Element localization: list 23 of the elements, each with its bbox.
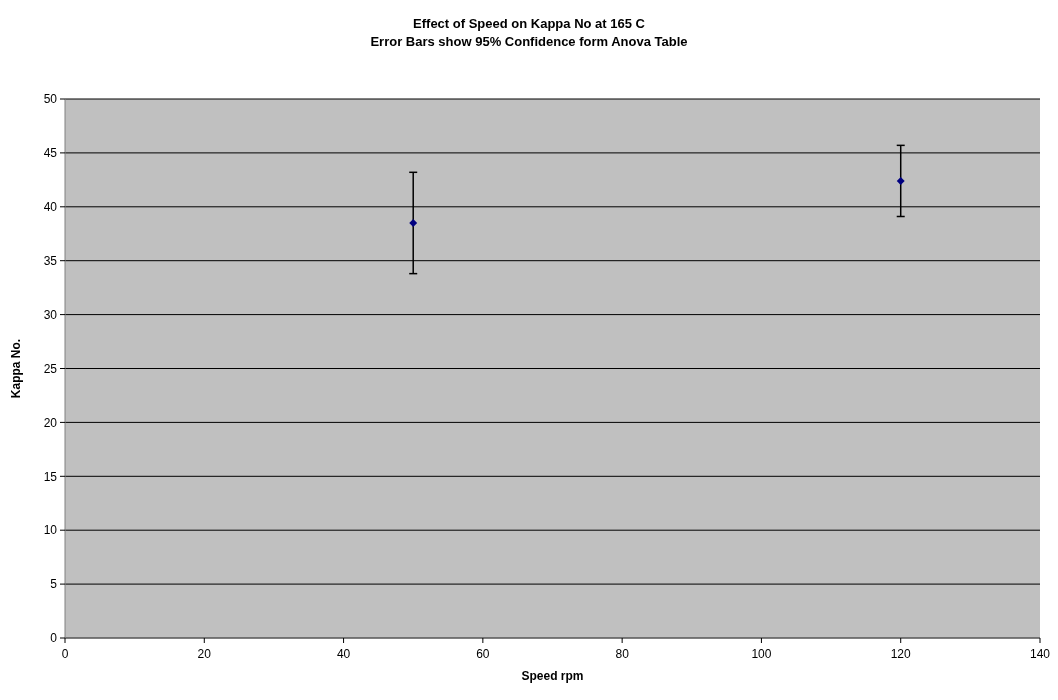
y-tick-label: 20 — [43, 415, 58, 430]
y-tick-label: 10 — [43, 523, 58, 538]
y-tick-label: 25 — [43, 361, 58, 376]
chart-subtitle: Error Bars show 95% Confidence form Anova Table — [370, 34, 688, 49]
x-tick-label: 120 — [890, 647, 912, 661]
x-tick-label: 40 — [336, 647, 351, 661]
x-tick-label: 20 — [197, 647, 212, 661]
x-tick-label: 100 — [751, 647, 772, 661]
y-tick-label: 0 — [50, 631, 58, 646]
y-tick-label: 5 — [50, 577, 58, 592]
y-tick-label: 35 — [43, 253, 58, 268]
y-tick-label: 15 — [43, 469, 58, 484]
x-tick-label: 0 — [61, 647, 69, 661]
y-tick-label: 50 — [43, 92, 58, 107]
x-tick-label: 140 — [1029, 647, 1051, 661]
y-tick-label: 40 — [43, 200, 58, 214]
chart-title: Effect of Speed on Kappa No at 165 C — [413, 16, 646, 31]
x-axis-title: Speed rpm — [521, 669, 584, 683]
y-axis-title: Kappa No. — [9, 338, 23, 399]
y-tick-label: 30 — [43, 307, 58, 322]
y-tick-label: 45 — [43, 146, 58, 161]
x-tick-label: 80 — [615, 647, 630, 661]
x-tick-label: 60 — [476, 647, 490, 661]
